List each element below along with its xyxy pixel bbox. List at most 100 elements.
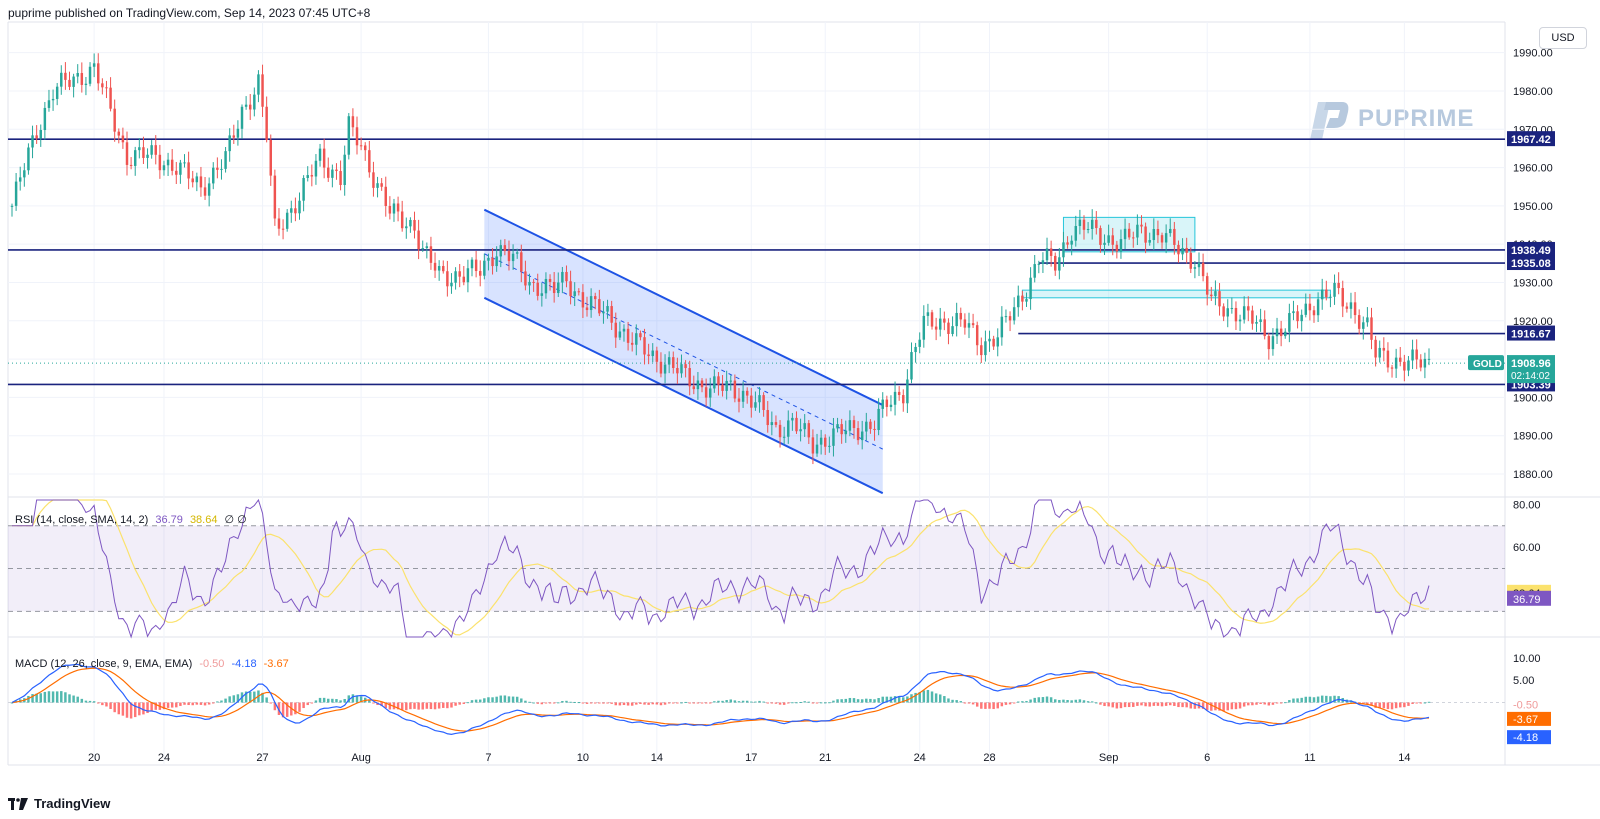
candle-body (865, 421, 868, 432)
candle-body (1000, 316, 1004, 338)
candle-body (1341, 288, 1344, 307)
candle-body (425, 246, 429, 249)
candle-body (302, 177, 305, 201)
candle-body (339, 171, 342, 185)
candle-body (811, 437, 815, 454)
candle-body (1062, 242, 1065, 258)
macd-histogram-bar (980, 702, 983, 709)
macd-histogram-bar (384, 702, 387, 709)
candle-body (1378, 347, 1381, 358)
candle-body (1226, 308, 1229, 317)
candle-body (852, 420, 856, 429)
candle-body (454, 271, 457, 283)
candle-body (700, 380, 704, 388)
macd-histogram-bar (478, 699, 482, 703)
candle-body (832, 428, 835, 446)
candle-body (64, 72, 67, 80)
candle-body (1017, 295, 1020, 308)
candle-body (573, 291, 576, 297)
candle-body (1288, 313, 1291, 332)
x-tick-label: 28 (983, 752, 995, 764)
macd-histogram-bar (630, 702, 634, 706)
macd-histogram-bar (1070, 700, 1073, 703)
candle-body (1033, 264, 1036, 278)
macd-histogram-bar (273, 702, 277, 711)
channel-upper-line (483, 208, 884, 406)
candle-body (244, 104, 248, 107)
candle-body (939, 318, 942, 330)
macd-histogram-bar (138, 702, 141, 716)
brand-logo-text: PUPRIME (1358, 105, 1475, 132)
x-tick-label: 24 (914, 752, 926, 764)
macd-histogram-bar (47, 691, 51, 703)
macd-histogram-bar (474, 699, 478, 703)
candle-body (1267, 336, 1271, 350)
candle-body (959, 312, 963, 320)
macd-histogram-bar (483, 698, 486, 703)
macd-histogram-bar (170, 702, 174, 708)
currency-button[interactable]: USD (1539, 27, 1587, 49)
macd-histogram-bar (64, 692, 67, 703)
macd-histogram-bar (1284, 702, 1287, 704)
x-tick-label: 21 (819, 752, 831, 764)
macd-histogram-bar (680, 702, 683, 704)
macd-histogram-bar (183, 702, 186, 705)
candle-body (910, 352, 913, 380)
macd-histogram-bar (310, 702, 314, 704)
macd-histogram-bar (396, 702, 400, 710)
candle-body (1312, 310, 1316, 316)
candle-body (1415, 349, 1418, 360)
candle-body (133, 150, 137, 166)
macd-histogram-bar (1049, 697, 1053, 703)
candle-body (906, 379, 909, 404)
macd-histogram-bar (1403, 702, 1406, 708)
macd-histogram-bar (84, 700, 88, 703)
macd-histogram-bar (585, 702, 589, 704)
candle-body (1399, 357, 1402, 362)
macd-histogram-bar (996, 702, 999, 709)
candle-body (97, 63, 100, 84)
macd-signal-value: -3.67 (263, 658, 289, 670)
macd-histogram-bar (787, 702, 790, 704)
current-price-label: 1908.96 (1511, 358, 1551, 370)
candle-body (622, 328, 626, 332)
macd-histogram-bar (232, 695, 236, 703)
price-level-badge (1507, 131, 1555, 147)
candle-body (1197, 262, 1201, 268)
y-tick-label: 1880.00 (1513, 469, 1553, 481)
macd-histogram-bar (754, 701, 757, 703)
candle-body (417, 230, 420, 250)
macd-histogram-bar (499, 695, 502, 703)
candle-body (1136, 224, 1139, 238)
candle-body (762, 395, 765, 411)
candle-body (318, 148, 322, 161)
candle-body (1054, 255, 1057, 271)
candle-body (750, 395, 753, 408)
candle-body (257, 74, 260, 95)
candle-body (207, 183, 211, 196)
candle-body (92, 63, 96, 67)
macd-histogram-bar (511, 696, 515, 703)
candle-body (248, 104, 252, 110)
macd-histogram-bar (1066, 700, 1069, 703)
candle-body (368, 150, 371, 173)
macd-histogram-bar (1382, 702, 1386, 709)
candle-body (737, 398, 741, 402)
y-tick-label: 1900.00 (1513, 392, 1553, 404)
candle-body (733, 380, 737, 399)
candle-body (421, 248, 424, 250)
candle-body (1169, 228, 1172, 234)
macd-signal-badge (1507, 711, 1551, 726)
macd-legend: MACD (12, 26, close, 9, EMA, EMA) -0.50 … (15, 658, 293, 670)
candle-body (80, 73, 84, 85)
candle-body (807, 423, 811, 438)
macd-histogram-bar (1316, 696, 1320, 703)
candle-body (138, 147, 141, 151)
candle-body (113, 108, 116, 132)
x-tick-label: 14 (651, 752, 663, 764)
macd-histogram-bar (76, 696, 79, 703)
macd-histogram-bar (129, 702, 133, 719)
macd-histogram-bar (877, 698, 880, 703)
macd-histogram-bar (520, 698, 523, 703)
